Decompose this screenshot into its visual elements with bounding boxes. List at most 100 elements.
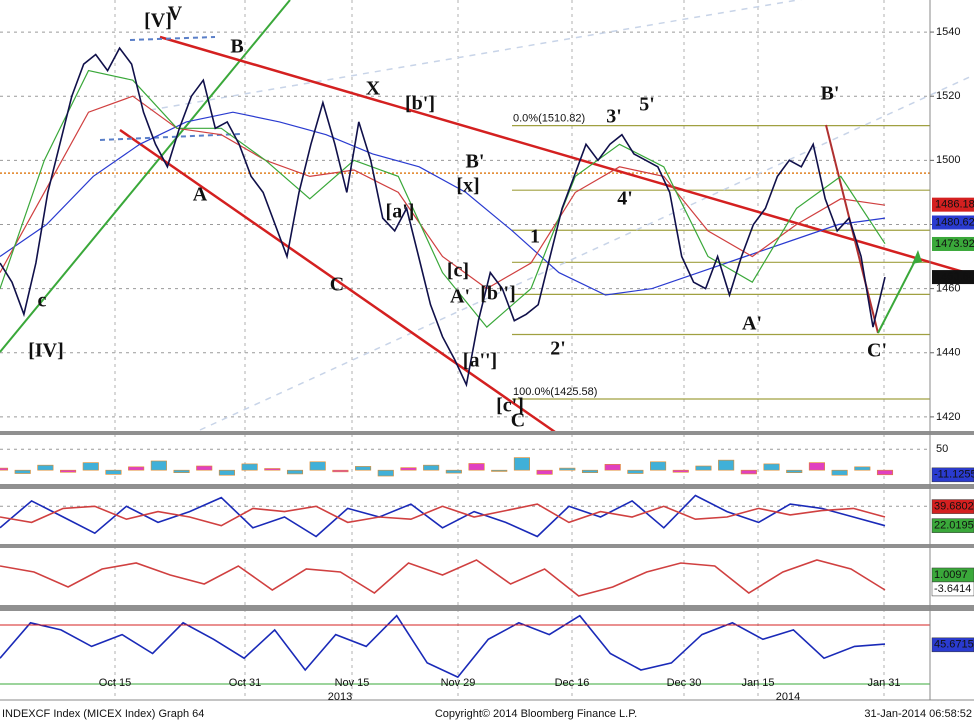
indicator-bar <box>604 464 621 471</box>
grid <box>0 0 930 700</box>
indicator-bar <box>241 463 258 471</box>
wave-label: C <box>330 274 344 296</box>
separator <box>0 484 974 489</box>
indicator-badge-label: 39.6802 <box>934 501 974 513</box>
wave-label: B' <box>466 151 485 173</box>
price-badge <box>932 236 974 251</box>
indicator-bar <box>218 469 235 476</box>
wave-label: C <box>511 410 525 432</box>
indicator-badge-label: 22.0195 <box>934 520 974 532</box>
wave-label: C' <box>867 340 887 362</box>
footer-center: Copyright© 2014 Bloomberg Finance L.P. <box>435 708 637 720</box>
y-tick-label: 1520 <box>936 90 960 102</box>
indicator-bar <box>286 469 304 475</box>
wave-label: 5' <box>639 94 655 116</box>
wave-label: A' <box>450 286 470 308</box>
price-badge-label: 1486.18 <box>935 199 974 211</box>
indicator-bar <box>491 469 508 472</box>
x-tick-label: Dec 16 <box>555 677 590 689</box>
wave-label: A <box>193 184 208 206</box>
indicator-badge <box>931 467 974 483</box>
indicator-bar <box>468 463 485 471</box>
x-tick-label: Oct 15 <box>99 677 131 689</box>
indicator-bar <box>150 460 167 471</box>
wave-label: 2' <box>550 338 566 360</box>
x-tick-label: Nov 29 <box>441 677 476 689</box>
indicator-bar <box>627 469 644 474</box>
trend-line <box>199 74 974 431</box>
x-tick-label: Nov 15 <box>335 677 370 689</box>
arrow-head <box>912 250 922 264</box>
indicator-bar <box>173 469 190 473</box>
moving-average <box>0 69 886 328</box>
indicator-bar <box>876 469 894 476</box>
trend-line <box>119 128 556 434</box>
price-line <box>0 46 886 388</box>
indicator-line <box>0 503 886 527</box>
indicator-bar <box>60 469 77 473</box>
indicator-bar <box>695 465 712 471</box>
x-tick-label: Dec 30 <box>667 677 702 689</box>
indicator-bar <box>128 466 145 471</box>
indicator-line <box>0 494 886 538</box>
indicator-bar <box>82 462 99 471</box>
indicator-badge <box>931 581 974 597</box>
y-tick-label: 1540 <box>936 26 960 38</box>
x-tick-label: Jan 31 <box>867 677 900 689</box>
indicator-badge <box>931 637 974 653</box>
separator <box>0 431 974 435</box>
indicator-bar <box>332 469 349 473</box>
indicator-line <box>0 614 886 679</box>
indicator-bar <box>854 466 871 471</box>
indicator-badge-label: 45.6715 <box>934 639 974 651</box>
indicator-bar <box>672 469 689 473</box>
price-badge <box>932 215 974 230</box>
wave-label: c <box>38 290 47 312</box>
wave-label: X <box>366 78 381 100</box>
y-tick-label: 1440 <box>936 347 960 359</box>
indicator-bar <box>763 463 780 471</box>
price-badge-label: 1463.60 <box>935 271 974 283</box>
wave-label: [IV] <box>28 340 64 362</box>
wave-label: [b'] <box>405 93 435 115</box>
wave-label: [c'] <box>496 395 524 417</box>
indicator-badge-label: -3.6414 <box>934 583 971 595</box>
indicator-bar <box>0 467 9 471</box>
indicator-badge <box>931 518 974 533</box>
indicator-bar <box>355 466 372 471</box>
indicator-bar <box>718 459 735 471</box>
indicator-bar <box>831 469 848 476</box>
wave-label: [a'] <box>386 201 415 223</box>
footer-right: 31-Jan-2014 06:58:52 <box>864 708 972 720</box>
x-tick-label: Oct 31 <box>229 677 261 689</box>
indicator-bar <box>105 469 122 475</box>
wave-label: V <box>168 3 183 25</box>
indicator-badge <box>931 499 974 514</box>
wave-label: A' <box>742 313 762 335</box>
indicator-bar <box>536 469 553 475</box>
wave-label: 3' <box>606 106 622 128</box>
indicator-bar <box>309 461 326 471</box>
indicator-bar <box>581 469 599 473</box>
indicator-bar <box>14 469 31 474</box>
footer-left: INDEXCF Index (MICEX Index) Graph 64 <box>2 708 204 720</box>
indicator-bar <box>513 457 530 471</box>
indicator-line <box>0 559 886 597</box>
indicator-badge-label: 1.0097 <box>934 569 968 581</box>
indicator-bar <box>400 467 417 471</box>
y-tick-label: 1460 <box>936 283 960 295</box>
indicator-bar <box>264 468 281 471</box>
y-tick-label: 1500 <box>936 154 960 166</box>
marks <box>0 46 894 679</box>
separator <box>0 544 974 548</box>
wave-label: B' <box>821 83 840 105</box>
indicator-bar <box>196 465 213 471</box>
wave-label: [x] <box>456 175 479 197</box>
indicator-bar <box>808 462 825 471</box>
wave-label: [c] <box>447 260 469 282</box>
x-tick-label: Jan 15 <box>741 677 774 689</box>
y-tick-label: 50 <box>936 443 948 455</box>
